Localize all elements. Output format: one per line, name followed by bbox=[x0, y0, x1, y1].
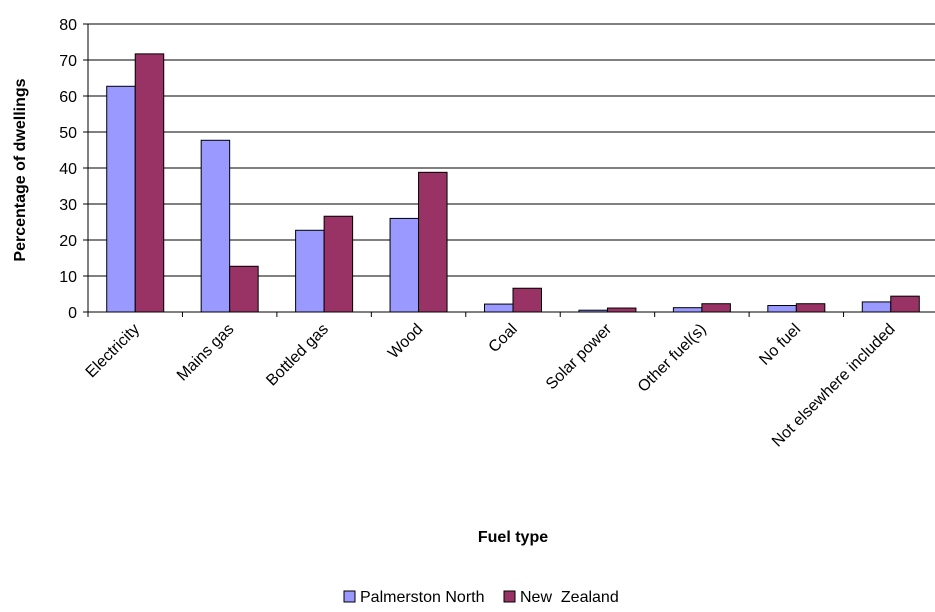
x-tick-label: Solar power bbox=[543, 320, 616, 393]
bar-new-zealand bbox=[890, 295, 920, 313]
x-tick-label: Electricity bbox=[83, 321, 143, 381]
x-tick-label: No fuel bbox=[756, 321, 804, 369]
bar-palmerston-north bbox=[200, 139, 231, 313]
bar-new-zealand bbox=[701, 303, 731, 313]
bar-palmerston-north bbox=[861, 301, 892, 313]
bar-new-zealand bbox=[229, 265, 259, 313]
legend-swatch bbox=[343, 590, 356, 603]
y-tick-label: 20 bbox=[59, 233, 77, 250]
bar-new-zealand bbox=[323, 215, 354, 313]
x-tick-label: Other fuel(s) bbox=[635, 321, 710, 396]
y-tick-label: 50 bbox=[59, 125, 77, 142]
bar-new-zealand bbox=[795, 303, 826, 313]
y-tick-label: 0 bbox=[68, 305, 77, 322]
bar-new-zealand bbox=[418, 171, 448, 313]
y-axis-title: Percentage of dwellings bbox=[12, 78, 29, 261]
x-tick-label: Mains gas bbox=[174, 321, 238, 385]
y-tick-label: 30 bbox=[59, 197, 77, 214]
legend-label: New Zealand bbox=[520, 589, 619, 606]
y-tick-label: 10 bbox=[59, 269, 77, 286]
bar-new-zealand bbox=[606, 307, 637, 313]
bar-palmerston-north bbox=[389, 217, 420, 313]
bar-palmerston-north bbox=[767, 305, 797, 313]
bars bbox=[106, 53, 920, 313]
x-tick-label: Coal bbox=[486, 321, 521, 356]
y-tick-labels: 0 10 20 30 40 50 60 70 80 bbox=[59, 17, 77, 322]
bar-palmerston-north bbox=[106, 85, 136, 313]
x-tick-label: Wood bbox=[385, 321, 426, 362]
y-tick-label: 60 bbox=[59, 89, 77, 106]
y-tick-label: 70 bbox=[59, 53, 77, 70]
x-tick-label: Bottled gas bbox=[263, 321, 332, 390]
bar-palmerston-north bbox=[484, 303, 514, 313]
x-tick-labels: Electricity Mains gas Bottled gas Wood Coal S… bbox=[83, 320, 899, 450]
bar-new-zealand bbox=[512, 287, 542, 313]
bar-palmerston-north bbox=[672, 307, 703, 313]
x-axis-title: Fuel type bbox=[478, 529, 548, 546]
y-tick-label: 40 bbox=[59, 161, 77, 178]
y-tick-label: 80 bbox=[59, 17, 77, 34]
bar-palmerston-north bbox=[295, 229, 325, 313]
legend-label: Palmerston North bbox=[360, 589, 485, 606]
bar-new-zealand bbox=[134, 53, 165, 313]
legend-swatch bbox=[503, 590, 516, 603]
axes bbox=[87, 24, 935, 313]
legend: Palmerston North New Zealand bbox=[343, 589, 619, 606]
